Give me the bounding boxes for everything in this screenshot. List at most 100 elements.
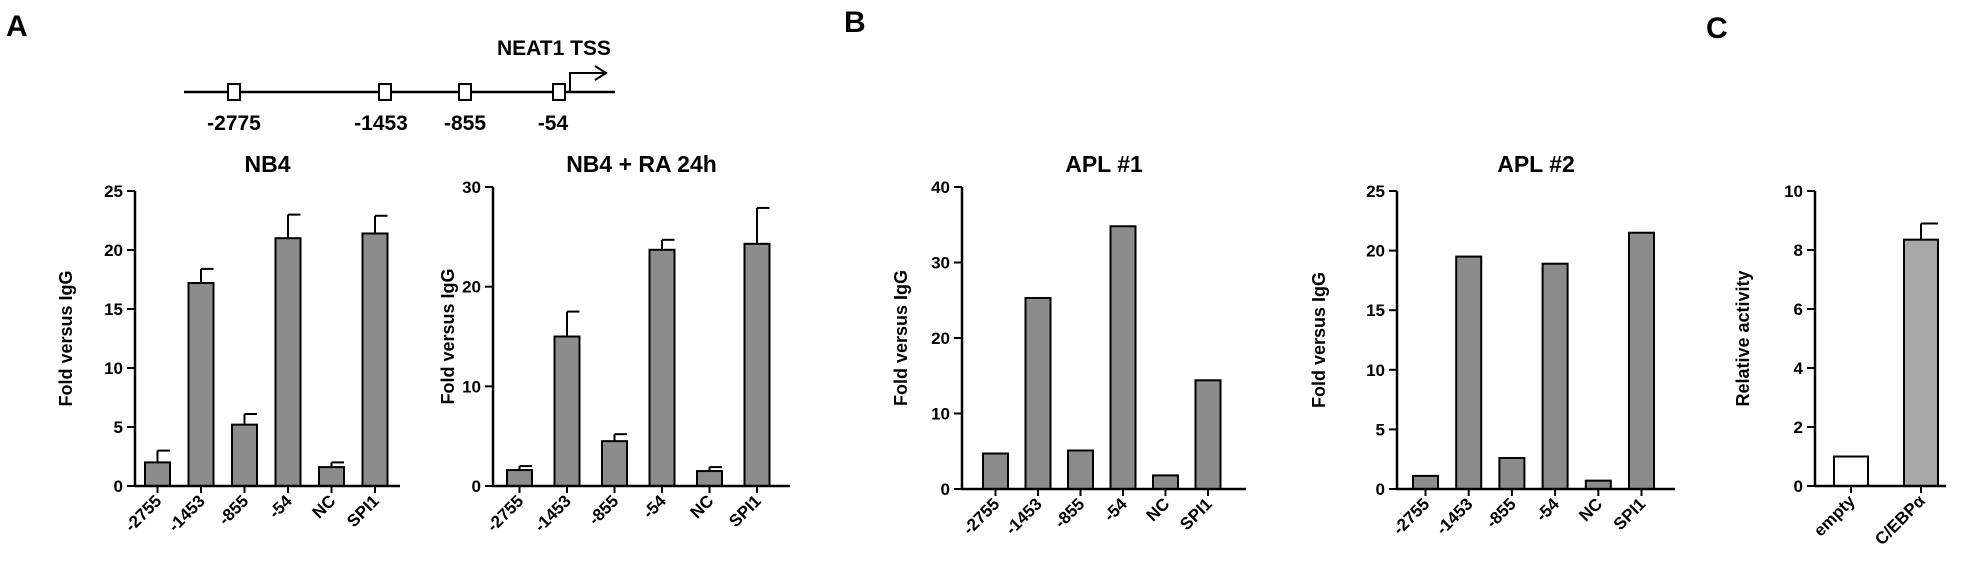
bar-3: [1109, 225, 1137, 490]
y-tick-label: 20: [1366, 242, 1385, 261]
y-tick-label: 10: [1784, 182, 1803, 201]
chart-title: NB4 + RA 24h: [566, 151, 717, 177]
chart-title: NB4: [244, 151, 290, 177]
y-tick-label: 10: [104, 359, 123, 378]
category-label: -1453: [1002, 494, 1046, 538]
y-tick-label: 15: [104, 300, 123, 319]
y-tick-label: 20: [931, 329, 950, 348]
y-tick-label: 20: [462, 278, 481, 297]
y-tick-label: 20: [104, 241, 123, 260]
category-label: SPI1: [1176, 494, 1215, 533]
category-label: -1453: [165, 491, 209, 535]
category-label: NC: [1575, 494, 1606, 525]
bar-0: [1833, 455, 1869, 487]
category-label: SPI1: [725, 491, 764, 530]
chart-title: APL #2: [1497, 151, 1575, 177]
bar-0: [982, 452, 1009, 491]
panel-letter-c: C: [1706, 12, 1728, 45]
bar-4: [318, 466, 345, 487]
y-tick-label: 8: [1794, 241, 1803, 260]
y-axis-label: Relative activity: [1733, 270, 1753, 406]
bar-0: [506, 469, 533, 488]
bar-5: [743, 242, 771, 487]
y-tick-label: 0: [1794, 477, 1803, 496]
promoter-schematic: NEAT1 TSS -2775 -1453 -855 -54: [184, 37, 615, 135]
y-tick-label: 6: [1794, 300, 1803, 319]
bar-5: [1194, 379, 1222, 490]
category-label: NC: [1143, 494, 1174, 525]
site-box-54: [552, 83, 566, 101]
bar-2: [601, 440, 628, 487]
bar-5: [1628, 231, 1655, 490]
category-label: -2755: [959, 494, 1003, 538]
bar-2: [231, 423, 258, 488]
category-label: -855: [1051, 494, 1088, 531]
category-label: empty: [1810, 491, 1859, 540]
y-tick-label: 30: [462, 178, 481, 197]
site-label-54: -54: [538, 112, 569, 135]
y-axis-label: Fold versus IgG: [1309, 272, 1329, 408]
bar-1: [1455, 255, 1483, 490]
y-tick-label: 5: [114, 418, 123, 437]
y-tick-label: 40: [931, 178, 950, 197]
bar-0: [1412, 474, 1439, 491]
category-label: -1453: [531, 491, 575, 535]
bar-0: [144, 461, 171, 487]
y-tick-label: 25: [1366, 182, 1385, 201]
bar-1: [1903, 238, 1939, 487]
y-tick-label: 5: [1376, 420, 1385, 439]
bar-3: [1541, 262, 1569, 490]
category-label: -54: [1532, 494, 1563, 525]
category-label: -1453: [1432, 494, 1476, 538]
bar-1: [1024, 296, 1052, 490]
category-label: -54: [639, 491, 670, 522]
y-tick-label: 10: [931, 405, 950, 424]
site-box-2775: [227, 83, 241, 101]
category-label: -54: [1100, 494, 1131, 525]
y-tick-label: 0: [1376, 480, 1385, 499]
site-label-2775: -2775: [207, 112, 261, 135]
chart-apl1: APL #1 Fold versus IgG 0 10 20 30 40 -2755-1453…: [891, 151, 1246, 539]
bar-3: [274, 237, 302, 487]
bar-1: [553, 335, 581, 487]
bar-5: [361, 232, 389, 487]
y-tick-label: 0: [472, 477, 481, 496]
tss-arrowhead-icon: [594, 65, 608, 81]
category-label: SPI1: [343, 491, 382, 530]
y-tick-label: 4: [1794, 359, 1804, 378]
y-tick-label: 2: [1794, 418, 1803, 437]
bar-2: [1498, 457, 1526, 490]
y-tick-label: 10: [1366, 361, 1385, 380]
bar-3: [648, 248, 676, 487]
tss-arrow-icon: [569, 72, 604, 92]
y-tick-label: 10: [462, 377, 481, 396]
category-label: -855: [215, 491, 252, 528]
category-label: -54: [265, 491, 296, 522]
category-label: -2755: [121, 491, 165, 535]
category-label: -855: [585, 491, 622, 528]
bar-4: [696, 470, 723, 487]
category-label: -2755: [1389, 494, 1433, 538]
category-label: -855: [1482, 494, 1519, 531]
bar-4: [1152, 474, 1179, 491]
y-tick-label: 0: [941, 480, 950, 499]
bar-4: [1584, 479, 1612, 491]
panel-letter-a: A: [6, 10, 28, 43]
category-label: C/EBPα: [1871, 491, 1929, 549]
bar-2: [1067, 449, 1094, 490]
chart-apl2: APL #2 Fold versus IgG 0 5 10 15 20 25 -2755 -145…: [1309, 151, 1675, 539]
site-label-1453: -1453: [354, 112, 408, 135]
y-axis-label: Fold versus IgG: [438, 268, 458, 404]
site-box-855: [458, 83, 472, 101]
category-label: NC: [309, 491, 340, 522]
chart-title: APL #1: [1065, 151, 1143, 177]
panel-letter-b: B: [844, 6, 866, 39]
bar-1: [187, 282, 215, 488]
tss-label: NEAT1 TSS: [497, 37, 611, 60]
chart-nb4: NB4 Fold versus IgG 0 5 10 15 20 25 -2755 -1453 -8…: [56, 151, 400, 536]
category-label: NC: [687, 491, 718, 522]
y-tick-label: 25: [104, 182, 123, 201]
chart-relative-activity: Relative activity 0 2 4 6 8 10 empty C/EBPα: [1733, 182, 1946, 549]
